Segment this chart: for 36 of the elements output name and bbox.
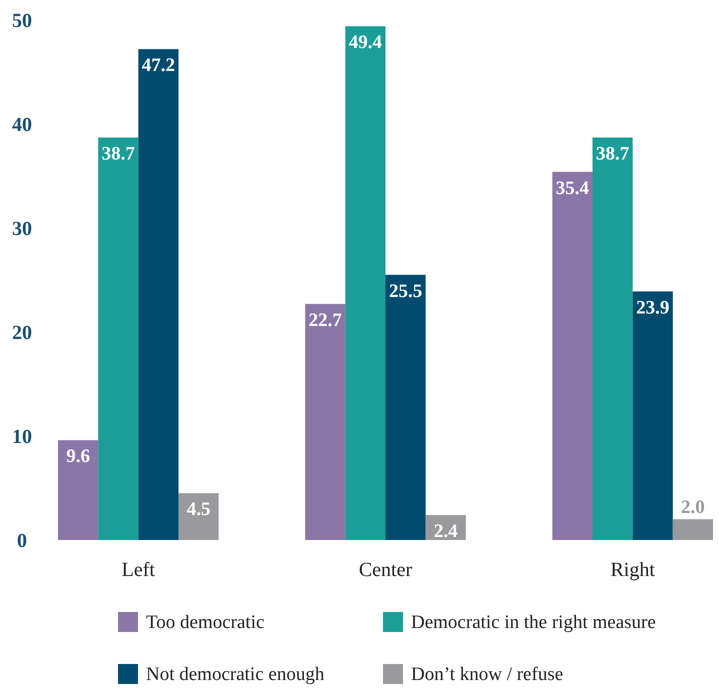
y-tick-label: 10 (12, 426, 32, 448)
bar (672, 519, 713, 540)
y-tick-label: 50 (12, 10, 32, 32)
data-label: 38.7 (102, 144, 136, 165)
data-label: 49.4 (348, 32, 383, 54)
legend-label: Don’t know / refuse (411, 664, 564, 685)
data-label: 38.7 (596, 144, 630, 165)
y-tick-label: 0 (17, 530, 27, 552)
bar (552, 172, 593, 540)
bar (178, 493, 219, 540)
x-tick-label: Left (122, 559, 156, 581)
bar (632, 291, 673, 540)
bar (592, 138, 633, 540)
legend-label: Not democratic enough (146, 664, 325, 685)
bar (138, 49, 178, 540)
bar (58, 440, 98, 540)
y-tick-label: 30 (12, 218, 32, 240)
data-label: 2.0 (681, 497, 705, 518)
legend-label: Democratic in the right measure (411, 612, 656, 633)
data-label: 22.7 (308, 310, 342, 331)
data-label: 9.6 (66, 446, 90, 468)
bar (386, 274, 426, 540)
bar (345, 26, 386, 540)
bar (98, 138, 138, 540)
y-tick-label: 40 (12, 114, 32, 136)
data-label: 4.5 (186, 499, 210, 520)
y-tick-label: 20 (12, 322, 32, 344)
x-tick-label: Right (610, 559, 656, 581)
data-label: 35.4 (556, 178, 590, 199)
data-label: 2.4 (434, 521, 458, 542)
legend-label: Too democratic (146, 612, 264, 633)
bar (305, 304, 346, 540)
data-label: 47.2 (142, 55, 176, 76)
x-tick-label: Center (358, 559, 412, 581)
data-label: 23.9 (636, 297, 670, 318)
data-label: 25.5 (388, 280, 422, 302)
